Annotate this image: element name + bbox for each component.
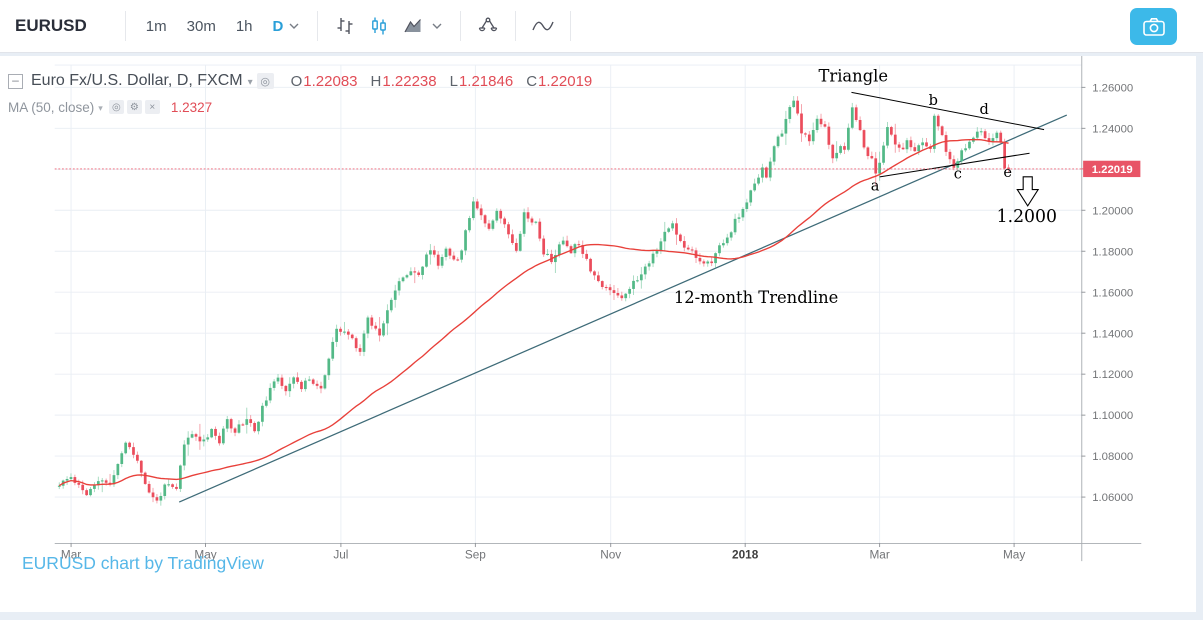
- triangle-annotation-label: Triangle: [818, 66, 888, 85]
- ohlc-close-label: C: [526, 72, 538, 90]
- ma50-line: [58, 138, 1009, 487]
- point-label-a: a: [871, 178, 880, 194]
- time-axis-label: Mar: [869, 547, 889, 561]
- point-label-e: e: [1003, 165, 1012, 181]
- price-axis-label: 1.12000: [1092, 369, 1133, 381]
- time-axis-label: May: [194, 547, 216, 561]
- ma-value: 1.2327: [170, 99, 213, 115]
- ohlc-low-label: L: [449, 72, 458, 90]
- time-axis-label: Mar: [61, 547, 81, 561]
- chart-panel: Triangle a b c d e 12-month Trendline 1.2000 1.2…: [0, 56, 1196, 612]
- toolbar-separator: [570, 11, 572, 41]
- ohlc-open-value: 1.22083: [303, 72, 358, 90]
- triangle-upper-line[interactable]: [851, 91, 1045, 131]
- symbol-title[interactable]: Euro Fx/U.S. Dollar, D, FXCM: [31, 72, 243, 89]
- price-axis-label: 1.20000: [1092, 205, 1133, 217]
- ma-study-label[interactable]: MA (50, close): [8, 99, 95, 115]
- ohlc-close-value: 1.22019: [538, 72, 593, 90]
- time-axis-label: Sep: [465, 547, 486, 561]
- interval-30m-button[interactable]: 30m: [186, 17, 216, 35]
- ohlc-low-value: 1.21846: [458, 72, 514, 90]
- price-axis-label: 1.26000: [1092, 82, 1133, 94]
- ma-visibility-icon[interactable]: ◎: [108, 100, 124, 114]
- tradingview-attribution-link[interactable]: EURUSD chart by TradingView: [22, 553, 264, 573]
- price-axis-label: 1.14000: [1092, 328, 1133, 340]
- toolbar-separator: [515, 11, 517, 41]
- last-price-badge: [1083, 160, 1141, 178]
- candles-style-icon[interactable]: [362, 9, 396, 43]
- trendline-annotation-label: 12-month Trendline: [674, 288, 839, 307]
- interval-1h-button[interactable]: 1h: [235, 17, 253, 35]
- point-label-b: b: [929, 93, 938, 109]
- top-toolbar: EURUSD 1m 30m 1h D: [0, 0, 1203, 53]
- point-label-c: c: [954, 167, 962, 183]
- snapshot-camera-button[interactable]: [1130, 8, 1177, 45]
- price-axis-label: 1.18000: [1092, 246, 1133, 258]
- ma-caret-icon[interactable]: ▾: [98, 102, 103, 113]
- toolbar-separator: [460, 11, 462, 41]
- style-dropdown-chevron-icon[interactable]: [430, 23, 450, 29]
- price-axis-label: 1.10000: [1092, 410, 1133, 422]
- price-axis-label: 1.06000: [1092, 492, 1133, 504]
- down-arrow-icon: [1016, 176, 1040, 207]
- symbol-caret-icon[interactable]: ▾: [247, 76, 253, 88]
- ohlc-open-label: O: [290, 72, 303, 90]
- compare-instrument-icon[interactable]: [471, 9, 505, 43]
- time-axis-label: Jul: [333, 547, 348, 561]
- candlestick-series: [57, 96, 1010, 506]
- ohlc-readout: O 1.22083 H 1.22238 L 1.21846 C 1.22019: [285, 73, 593, 90]
- interval-1m-button[interactable]: 1m: [145, 17, 167, 35]
- interval-group: 1m 30m 1h D: [126, 0, 318, 52]
- time-axis-label: 2018: [732, 547, 759, 561]
- area-style-icon[interactable]: [396, 9, 430, 43]
- point-label-d: d: [979, 102, 988, 118]
- trendline-drawing[interactable]: [178, 114, 1068, 503]
- collapse-pane-icon[interactable]: –: [8, 73, 23, 89]
- time-axis-label: Nov: [600, 547, 621, 561]
- ohlc-high-value: 1.22238: [382, 72, 437, 90]
- last-price-badge-value: 1.22019: [1092, 164, 1133, 176]
- interval-dropdown-chevron-icon[interactable]: [287, 23, 307, 29]
- interval-d-button[interactable]: D: [272, 17, 284, 35]
- price-axis-label: 1.16000: [1092, 287, 1133, 299]
- indicators-line-icon[interactable]: [526, 9, 560, 43]
- symbol-visibility-icon[interactable]: ◎: [256, 73, 274, 89]
- ma-settings-gear-icon[interactable]: ⚙: [126, 100, 142, 114]
- chart-canvas[interactable]: Triangle a b c d e 12-month Trendline 1.2000 1.2…: [0, 56, 1196, 612]
- toolbar-separator: [317, 11, 319, 41]
- ohlc-high-label: H: [370, 72, 382, 90]
- symbol-name[interactable]: EURUSD: [15, 16, 87, 35]
- ma-remove-icon[interactable]: ×: [144, 100, 160, 114]
- bars-style-icon[interactable]: [328, 9, 362, 43]
- time-axis-label: May: [1003, 547, 1025, 561]
- triangle-lower-line[interactable]: [879, 152, 1030, 178]
- price-axis-label: 1.24000: [1092, 123, 1133, 135]
- chart-legend: – Euro Fx/U.S. Dollar, D, FXCM ▾ ◎ O 1.22…: [8, 70, 592, 116]
- price-target-label: 1.2000: [997, 207, 1057, 227]
- toolbar-separator: [124, 11, 126, 41]
- price-axis-label: 1.08000: [1092, 451, 1133, 463]
